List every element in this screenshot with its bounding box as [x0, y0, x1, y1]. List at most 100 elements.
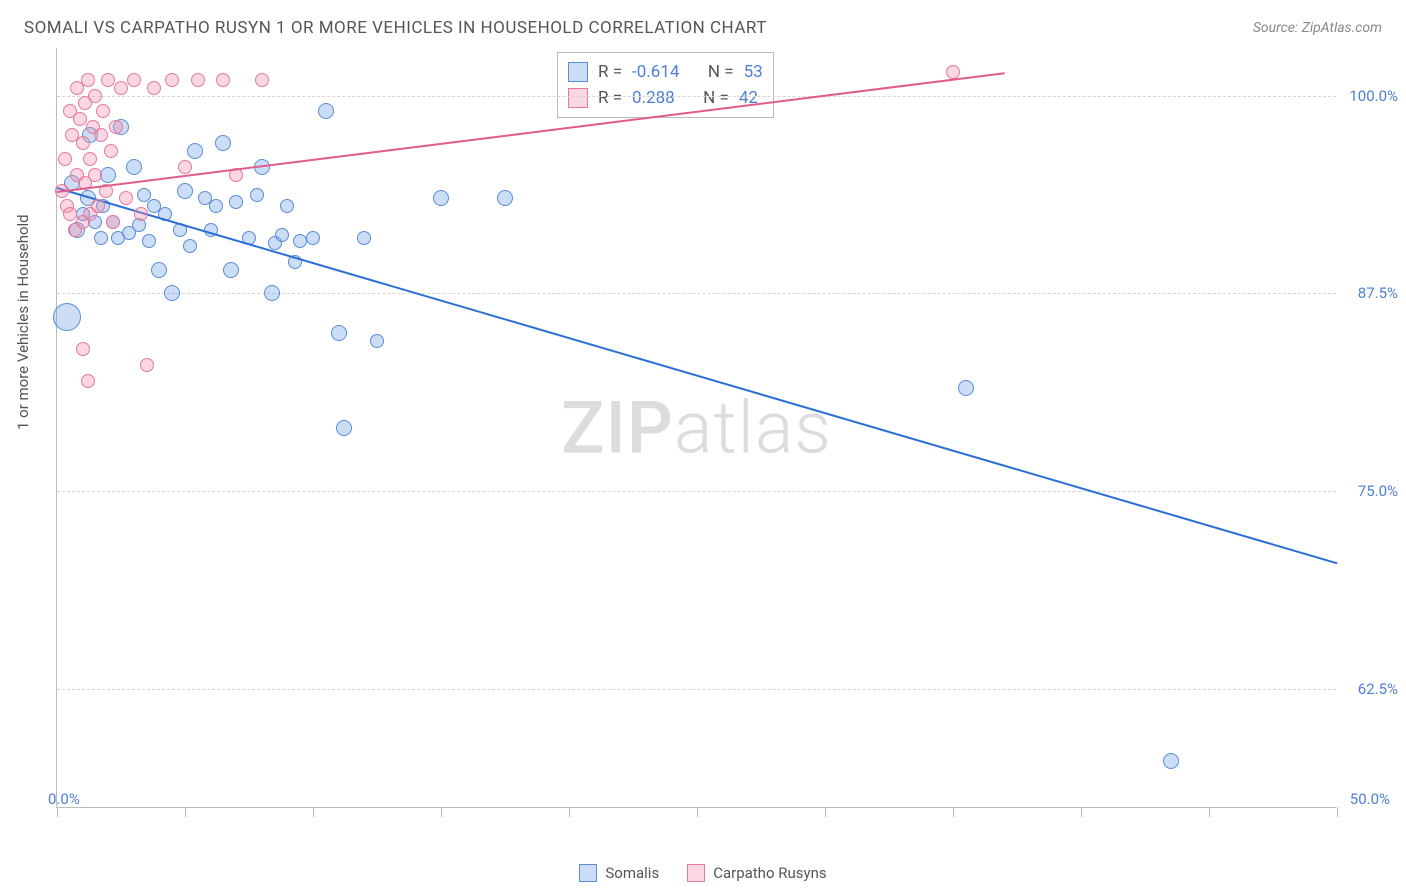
data-point [331, 325, 347, 341]
x-tick [697, 807, 698, 817]
data-point [164, 285, 180, 301]
data-point [151, 262, 167, 278]
x-tick [825, 807, 826, 817]
y-axis-label: 1 or more Vehicles in Household [14, 214, 32, 430]
data-point [250, 188, 264, 202]
x-axis-min: 0.0% [48, 790, 80, 822]
data-point [178, 160, 192, 174]
data-point [946, 65, 960, 79]
gridline [57, 96, 1336, 97]
data-point [318, 103, 334, 119]
data-point [177, 183, 193, 199]
data-point [223, 262, 239, 278]
regression-line [57, 187, 1338, 564]
stats-row-somali: R = -0.614 N = 53 [568, 59, 763, 85]
data-point [357, 231, 371, 245]
data-point [104, 144, 118, 158]
data-point [127, 73, 141, 87]
data-point [215, 135, 231, 151]
data-point [336, 420, 352, 436]
data-point [106, 215, 120, 229]
data-point [140, 358, 154, 372]
chart-header: SOMALI VS CARPATHO RUSYN 1 OR MORE VEHIC… [0, 0, 1406, 46]
data-point [114, 81, 128, 95]
data-point [96, 104, 110, 118]
data-point [229, 195, 243, 209]
watermark-zip: ZIP [561, 385, 674, 470]
data-point [83, 152, 97, 166]
r-value-somali: -0.614 [632, 59, 679, 85]
data-point [109, 120, 123, 134]
data-point [91, 199, 105, 213]
x-axis-max: 50.0% [1350, 790, 1390, 822]
gridline [57, 293, 1336, 294]
legend-swatch-somali [579, 864, 597, 882]
data-point [306, 231, 320, 245]
regression-line [57, 72, 1004, 193]
data-point [119, 191, 133, 205]
data-point [183, 239, 197, 253]
legend-item-somali: Somalis [579, 864, 659, 882]
stats-box: R = -0.614 N = 53 R = 0.288 N = 42 [557, 52, 774, 118]
n-label: N = [708, 59, 734, 85]
data-point [187, 143, 203, 159]
r-value-carpatho: 0.288 [632, 85, 675, 111]
chart-title: SOMALI VS CARPATHO RUSYN 1 OR MORE VEHIC… [24, 18, 767, 38]
source-attribution: Source: ZipAtlas.com [1253, 20, 1382, 36]
y-tick-label: 62.5% [1358, 680, 1398, 698]
data-point [134, 207, 148, 221]
data-point [81, 374, 95, 388]
legend-label-somali: Somalis [605, 864, 659, 882]
data-point [216, 73, 230, 87]
data-point [280, 199, 294, 213]
data-point [497, 190, 513, 206]
data-point [126, 159, 142, 175]
data-point [165, 73, 179, 87]
data-point [370, 334, 384, 348]
data-point [88, 89, 102, 103]
data-point [142, 234, 156, 248]
watermark: ZIPatlas [561, 385, 832, 470]
data-point [94, 231, 108, 245]
watermark-atlas: atlas [674, 385, 832, 470]
data-point [94, 128, 108, 142]
data-point [63, 207, 77, 221]
x-tick [441, 807, 442, 817]
x-tick [1081, 807, 1082, 817]
x-tick [1337, 807, 1338, 817]
data-point [53, 303, 81, 331]
x-tick [185, 807, 186, 817]
r-label: R = [598, 59, 622, 85]
data-point [209, 199, 223, 213]
legend-swatch-carpatho [687, 864, 705, 882]
data-point [58, 152, 72, 166]
x-tick [569, 807, 570, 817]
data-point [264, 285, 280, 301]
y-tick-label: 87.5% [1358, 284, 1398, 302]
data-point [81, 73, 95, 87]
data-point [147, 81, 161, 95]
data-point [275, 228, 289, 242]
n-value-somali: 53 [744, 59, 763, 85]
legend-label-carpatho: Carpatho Rusyns [713, 864, 826, 882]
legend-item-carpatho: Carpatho Rusyns [687, 864, 826, 882]
y-tick-label: 75.0% [1358, 482, 1398, 500]
data-point [100, 167, 116, 183]
data-point [255, 73, 269, 87]
swatch-carpatho [568, 88, 588, 108]
data-point [191, 73, 205, 87]
y-tick-label: 100.0% [1349, 87, 1398, 105]
gridline [57, 491, 1336, 492]
x-tick [953, 807, 954, 817]
data-point [88, 168, 102, 182]
x-tick [1209, 807, 1210, 817]
scatter-plot: ZIPatlas R = -0.614 N = 53 R = 0.288 N =… [56, 48, 1336, 808]
data-point [958, 380, 974, 396]
gridline [57, 689, 1336, 690]
data-point [76, 136, 90, 150]
x-tick [313, 807, 314, 817]
bottom-legend: Somalis Carpatho Rusyns [0, 864, 1406, 882]
r-label: R = [598, 85, 622, 111]
swatch-somali [568, 62, 588, 82]
data-point [433, 190, 449, 206]
